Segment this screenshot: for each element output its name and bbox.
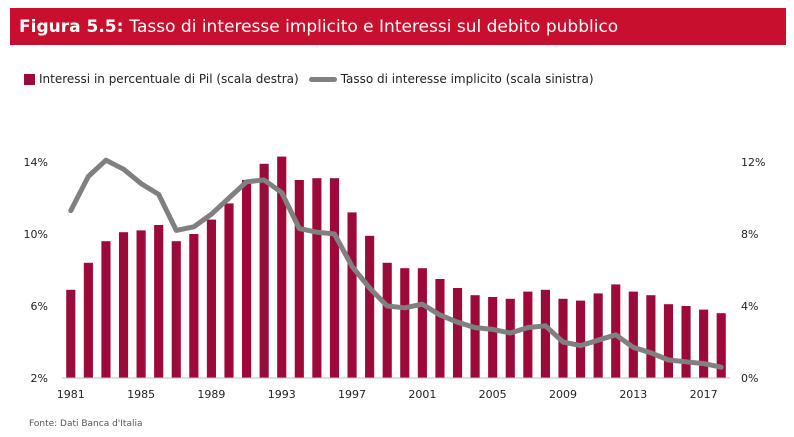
bar-1988 bbox=[189, 234, 199, 378]
legend-bar-swatch bbox=[24, 73, 35, 85]
bar-2009 bbox=[558, 298, 568, 378]
bar-2011 bbox=[593, 293, 603, 378]
bar-1997 bbox=[347, 212, 357, 378]
bar-1996 bbox=[329, 178, 340, 378]
bar-2017 bbox=[699, 309, 709, 378]
bar-2013 bbox=[628, 291, 638, 378]
x-tick-label-2017: 2017 bbox=[690, 388, 718, 401]
bar-2008 bbox=[540, 289, 550, 378]
figure-label: Figura 5.5: bbox=[19, 16, 124, 37]
bar-2018 bbox=[716, 313, 726, 378]
x-tick-label-1997: 1997 bbox=[338, 388, 366, 401]
bar-2012 bbox=[611, 284, 621, 378]
bar-2004 bbox=[470, 295, 480, 378]
x-tick-label-2001: 2001 bbox=[408, 388, 436, 401]
series-line-tasso bbox=[68, 157, 724, 370]
chart-title: Tasso di interesse implicito e Interessi… bbox=[129, 16, 619, 37]
bar-1991 bbox=[242, 180, 252, 378]
bar-1999 bbox=[382, 262, 392, 378]
y-right-tick-label: 12% bbox=[741, 156, 765, 169]
x-tick-label-1993: 1993 bbox=[268, 388, 296, 401]
bar-2010 bbox=[576, 300, 586, 378]
bar-1985 bbox=[136, 230, 146, 378]
bar-2006 bbox=[505, 298, 515, 378]
bar-1994 bbox=[294, 180, 304, 378]
bar-1989 bbox=[206, 219, 216, 378]
chart-legend: Interessi in percentuale di Pil (scala d… bbox=[24, 72, 594, 86]
y-right-tick-label: 8% bbox=[741, 228, 758, 241]
bar-2015 bbox=[663, 304, 674, 378]
bar-1984 bbox=[118, 232, 129, 378]
bar-1992 bbox=[259, 163, 269, 378]
bar-2003 bbox=[452, 288, 463, 378]
source-note: Fonte: Dati Banca d'Italia bbox=[29, 419, 143, 429]
legend-line-swatch bbox=[308, 76, 337, 82]
y-left-tick-label: 6% bbox=[31, 300, 48, 313]
x-tick-label-1989: 1989 bbox=[197, 388, 225, 401]
x-tick-label-2013: 2013 bbox=[619, 388, 647, 401]
x-tick-label-1981: 1981 bbox=[57, 388, 85, 401]
bar-1995 bbox=[312, 178, 322, 378]
bar-2007 bbox=[523, 291, 533, 378]
y-left-tick-label: 2% bbox=[31, 372, 48, 385]
bar-1981 bbox=[66, 289, 76, 378]
bar-1982 bbox=[83, 262, 93, 378]
bar-2001 bbox=[417, 268, 427, 378]
x-tick-label-1985: 1985 bbox=[127, 388, 155, 401]
y-left-tick-label: 14% bbox=[24, 156, 48, 169]
legend-line-label: Tasso di interesse implicito (scala sini… bbox=[340, 72, 594, 86]
bar-2016 bbox=[681, 306, 691, 378]
chart-title-bar: Figura 5.5: Tasso di interesse implicito… bbox=[10, 8, 786, 45]
y-right-tick-label: 4% bbox=[741, 300, 758, 313]
bar-2014 bbox=[646, 295, 656, 378]
bar-1998 bbox=[365, 235, 375, 378]
bar-2000 bbox=[400, 268, 410, 378]
bar-1993 bbox=[277, 156, 287, 378]
bar-1986 bbox=[154, 225, 164, 378]
y-right-tick-label: 0% bbox=[741, 372, 758, 385]
bar-2002 bbox=[435, 279, 445, 378]
x-tick-label-2005: 2005 bbox=[479, 388, 507, 401]
legend-bar-label: Interessi in percentuale di Pil (scala d… bbox=[39, 72, 299, 86]
x-tick-label-2009: 2009 bbox=[549, 388, 577, 401]
y-left-tick-label: 10% bbox=[24, 228, 48, 241]
bar-1983 bbox=[101, 241, 111, 378]
bar-1987 bbox=[171, 241, 181, 378]
bar-1990 bbox=[224, 203, 234, 378]
bar-2005 bbox=[488, 297, 498, 378]
